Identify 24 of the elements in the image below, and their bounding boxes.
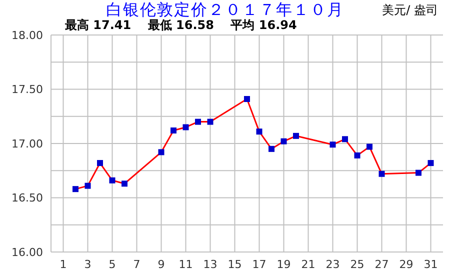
y-tick-label: 16.50 xyxy=(12,192,43,205)
x-tick-label: 17 xyxy=(252,258,266,271)
y-tick-label: 18.00 xyxy=(12,28,43,42)
y-tick-label: 16.00 xyxy=(12,246,43,259)
y-tick-label: 17.50 xyxy=(12,83,43,96)
x-tick-label: 15 xyxy=(228,258,242,271)
chart-title: 白银伦敦定价２０１７年１０月 xyxy=(106,0,344,19)
y-axis-title: 美元/ 盎司 xyxy=(382,2,438,19)
x-tick-label: 13 xyxy=(203,258,218,271)
chart-subtitle: 最高 17.41 最低 16.58 平均 16.94 xyxy=(65,18,297,34)
x-tick-label: 31 xyxy=(424,258,438,271)
x-tick-label: 29 xyxy=(399,258,414,271)
x-tick-label: 25 xyxy=(350,258,364,271)
x-tick-label: 7 xyxy=(133,258,140,271)
x-tick-label: 19 xyxy=(276,258,291,271)
x-tick-label: 11 xyxy=(178,258,193,271)
x-tick-label: 1 xyxy=(60,258,67,271)
x-tick-label: 23 xyxy=(326,258,340,271)
x-tick-label: 21 xyxy=(301,258,316,271)
y-tick-label: 17.00 xyxy=(12,137,43,150)
x-tick-label: 9 xyxy=(158,258,165,271)
x-tick-label: 3 xyxy=(84,258,92,271)
x-tick-label: 27 xyxy=(374,258,389,271)
x-tick-label: 5 xyxy=(108,258,116,271)
